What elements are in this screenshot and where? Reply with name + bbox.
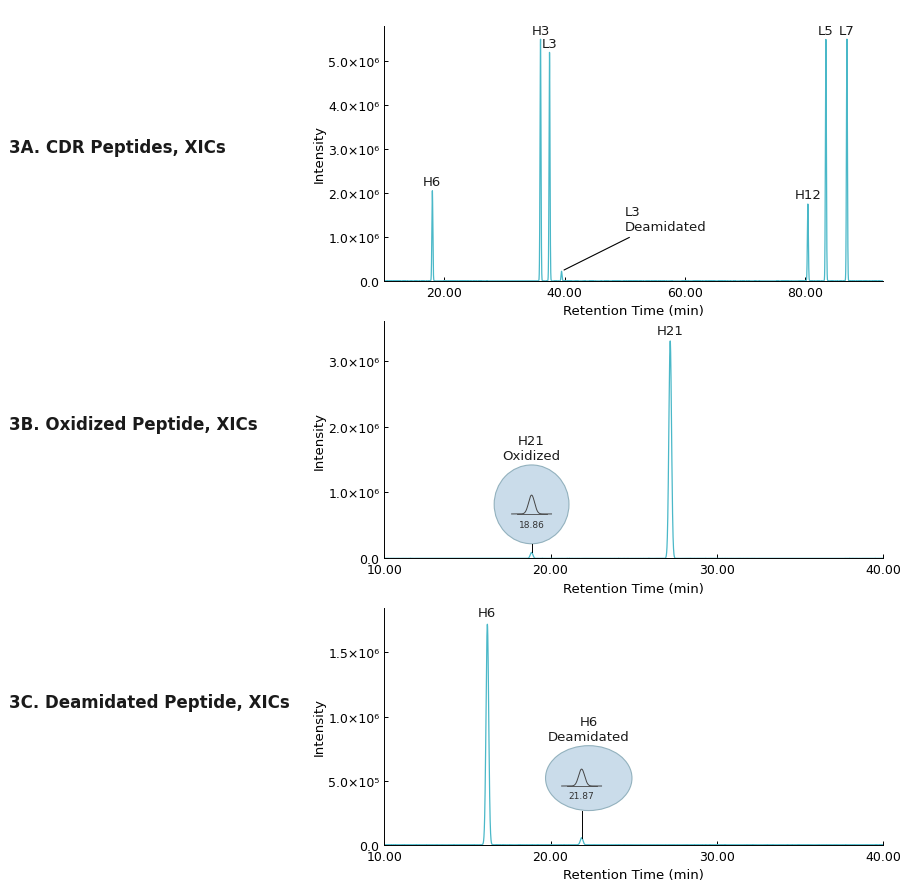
Text: H3: H3 xyxy=(532,25,550,38)
Text: 18.86: 18.86 xyxy=(519,520,544,529)
Text: 3C. Deamidated Peptide, XICs: 3C. Deamidated Peptide, XICs xyxy=(9,693,290,711)
Text: H6
Deamidated: H6 Deamidated xyxy=(548,715,630,743)
Text: H6: H6 xyxy=(479,606,497,620)
Text: L3
Deamidated: L3 Deamidated xyxy=(564,207,706,271)
Text: L7: L7 xyxy=(839,25,855,38)
Text: 3A. CDR Peptides, XICs: 3A. CDR Peptides, XICs xyxy=(9,139,226,156)
Text: H21: H21 xyxy=(657,325,684,338)
Text: H6: H6 xyxy=(424,176,442,189)
Text: H12: H12 xyxy=(794,190,822,202)
Text: 21.87: 21.87 xyxy=(569,791,595,800)
Y-axis label: Intensity: Intensity xyxy=(313,411,326,469)
Y-axis label: Intensity: Intensity xyxy=(312,697,326,755)
Ellipse shape xyxy=(545,746,632,811)
Ellipse shape xyxy=(494,466,569,544)
X-axis label: Retention Time (min): Retention Time (min) xyxy=(564,582,704,595)
Y-axis label: Intensity: Intensity xyxy=(312,125,326,183)
Text: 3B. Oxidized Peptide, XICs: 3B. Oxidized Peptide, XICs xyxy=(9,416,258,434)
X-axis label: Retention Time (min): Retention Time (min) xyxy=(564,305,704,318)
Text: H21
Oxidized: H21 Oxidized xyxy=(502,434,561,462)
X-axis label: Retention Time (min): Retention Time (min) xyxy=(564,868,704,881)
Text: L3: L3 xyxy=(542,38,557,51)
Text: L5: L5 xyxy=(818,25,834,38)
